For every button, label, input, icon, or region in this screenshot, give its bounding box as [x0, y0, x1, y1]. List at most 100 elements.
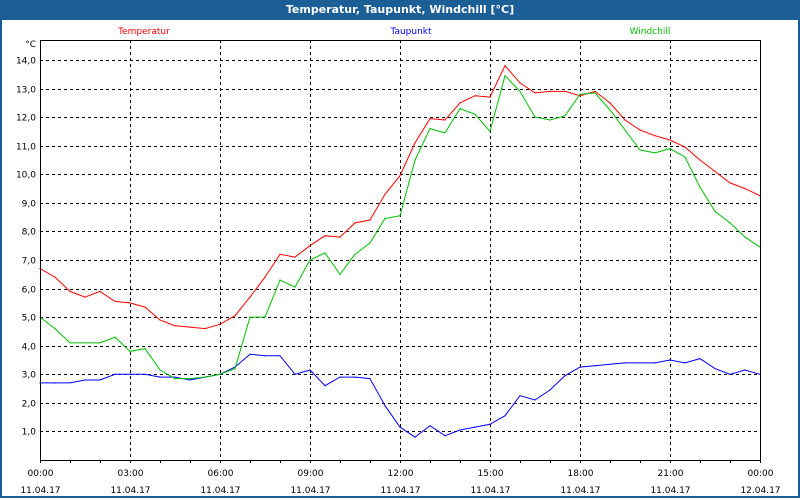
x-tick-time: 00:00	[748, 469, 774, 479]
legend-temperatur: Temperatur	[117, 27, 170, 37]
data-point-windchill	[294, 286, 296, 288]
data-point-windchill	[654, 152, 656, 154]
y-tick-label: 13,0	[16, 86, 36, 96]
data-point-temperatur	[399, 175, 401, 177]
data-point-windchill	[84, 342, 86, 344]
data-point-temperatur	[459, 102, 461, 104]
data-point-temperatur	[144, 306, 146, 308]
legend-taupunkt: Taupunkt	[389, 27, 432, 37]
data-point-windchill	[474, 113, 476, 115]
data-point-windchill	[249, 316, 251, 318]
data-point-windchill	[279, 279, 281, 281]
data-point-taupunkt	[384, 405, 386, 407]
y-tick-label: 3,0	[22, 371, 37, 381]
data-point-taupunkt	[519, 395, 521, 397]
window-title: Temperatur, Taupunkt, Windchill [°C]	[2, 0, 798, 20]
data-point-taupunkt	[54, 382, 56, 384]
data-point-temperatur	[474, 95, 476, 97]
data-point-windchill	[114, 336, 116, 338]
data-point-temperatur	[564, 90, 566, 93]
data-point-windchill	[624, 129, 626, 131]
data-point-taupunkt	[189, 379, 191, 381]
data-point-windchill	[714, 210, 716, 213]
data-point-taupunkt	[84, 379, 86, 381]
grid	[40, 40, 760, 460]
data-point-taupunkt	[249, 353, 251, 355]
x-tick-date: 11.04.17	[20, 486, 60, 496]
data-point-windchill	[594, 92, 596, 94]
data-point-windchill	[219, 373, 221, 375]
x-tick-time: 18:00	[568, 469, 594, 479]
data-point-windchill	[564, 115, 566, 117]
y-tick-label: 14,0	[16, 57, 36, 67]
data-point-taupunkt	[534, 399, 536, 401]
data-point-windchill	[339, 273, 341, 275]
data-point-taupunkt	[669, 359, 671, 361]
data-point-temperatur	[129, 302, 131, 304]
data-point-temperatur	[549, 90, 551, 93]
x-tick-date: 12.04.17	[740, 486, 780, 496]
data-point-taupunkt	[144, 373, 146, 375]
data-point-temperatur	[189, 326, 191, 328]
data-point-taupunkt	[549, 389, 551, 391]
data-point-taupunkt	[264, 355, 266, 357]
x-tick-date: 11.04.17	[290, 486, 330, 496]
data-point-taupunkt	[624, 362, 626, 364]
data-point-temperatur	[69, 290, 71, 293]
data-point-taupunkt	[579, 366, 581, 368]
x-tick-time: 21:00	[658, 469, 684, 479]
data-point-windchill	[159, 369, 161, 371]
data-point-temperatur	[249, 296, 251, 298]
data-point-temperatur	[729, 182, 731, 184]
data-point-taupunkt	[174, 376, 176, 378]
data-point-taupunkt	[729, 373, 731, 375]
data-point-windchill	[504, 75, 506, 77]
data-point-temperatur	[744, 187, 746, 190]
data-point-windchill	[69, 342, 71, 344]
data-point-windchill	[684, 156, 686, 158]
data-point-windchill	[519, 90, 521, 93]
data-point-temperatur	[519, 82, 521, 84]
y-tick-label: 6,0	[22, 286, 37, 296]
data-point-temperatur	[504, 65, 506, 67]
y-tick-label: 5,0	[22, 314, 37, 324]
data-point-windchill	[579, 93, 581, 95]
data-point-taupunkt	[444, 435, 446, 437]
data-point-windchill	[669, 147, 671, 150]
data-point-windchill	[744, 236, 746, 238]
legend-windchill: Windchill	[630, 27, 671, 37]
x-tick-time: 06:00	[208, 469, 234, 479]
data-point-temperatur	[279, 253, 281, 255]
data-point-windchill	[354, 253, 356, 255]
data-point-taupunkt	[369, 377, 371, 380]
y-tick-label: 1,0	[22, 428, 37, 438]
data-point-taupunkt	[489, 423, 491, 425]
data-point-taupunkt	[99, 379, 101, 381]
x-tick-time: 03:00	[118, 469, 144, 479]
data-point-windchill	[99, 342, 101, 344]
data-point-temperatur	[639, 129, 641, 131]
x-tick-time: 00:00	[28, 469, 54, 479]
data-point-windchill	[264, 316, 266, 318]
data-point-temperatur	[414, 142, 416, 144]
data-point-taupunkt	[69, 382, 71, 384]
data-point-windchill	[609, 109, 611, 111]
y-tick-label: 10,0	[16, 171, 36, 181]
data-point-taupunkt	[564, 375, 566, 377]
data-point-taupunkt	[684, 362, 686, 364]
data-point-taupunkt	[399, 426, 401, 428]
x-tick-date: 11.04.17	[470, 486, 510, 496]
data-point-taupunkt	[504, 415, 506, 417]
series-lines	[39, 64, 761, 438]
data-point-taupunkt	[429, 425, 431, 427]
data-point-taupunkt	[699, 357, 701, 360]
data-point-taupunkt	[744, 369, 746, 371]
x-tick-date: 11.04.17	[200, 486, 240, 496]
x-tick-time: 15:00	[478, 469, 504, 479]
data-point-windchill	[234, 367, 236, 370]
x-tick-date: 11.04.17	[650, 486, 690, 496]
data-point-temperatur	[534, 92, 536, 94]
y-tick-label: 7,0	[22, 257, 37, 267]
data-point-temperatur	[54, 276, 56, 278]
